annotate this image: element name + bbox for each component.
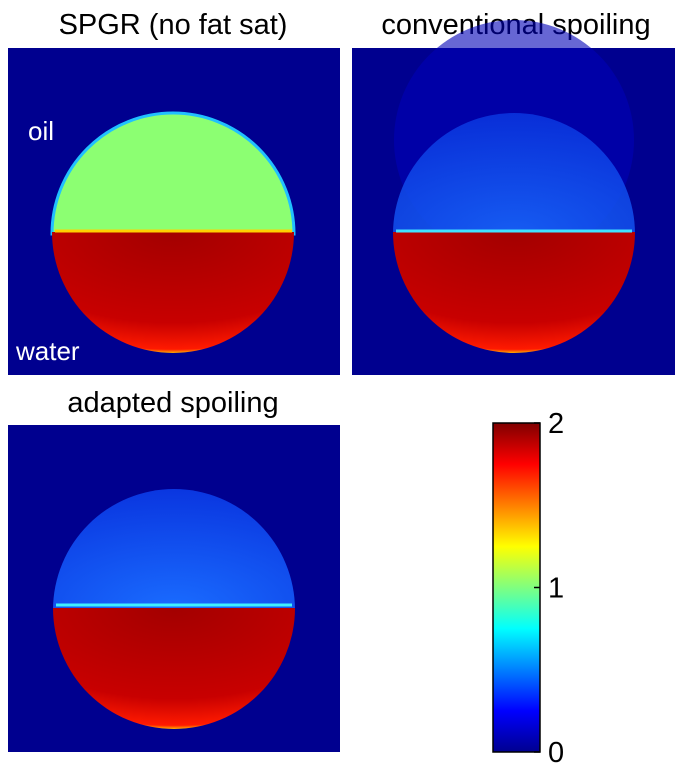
tick-label: 2 (548, 408, 564, 440)
label: water (15, 336, 80, 366)
colorbar (493, 423, 540, 752)
page: {"panels": [ {"title": "SPGR (no fat sat… (0, 0, 680, 766)
panel-title: adapted spoiling (67, 387, 278, 419)
tick-label: 0 (548, 737, 564, 766)
label: oil (28, 116, 54, 146)
tick-label: 1 (548, 573, 564, 605)
colorbar-scale (493, 423, 540, 752)
panel-title: SPGR (no fat sat) (59, 9, 288, 41)
figure: SPGR (no fat sat) oil water conventional… (0, 0, 680, 766)
